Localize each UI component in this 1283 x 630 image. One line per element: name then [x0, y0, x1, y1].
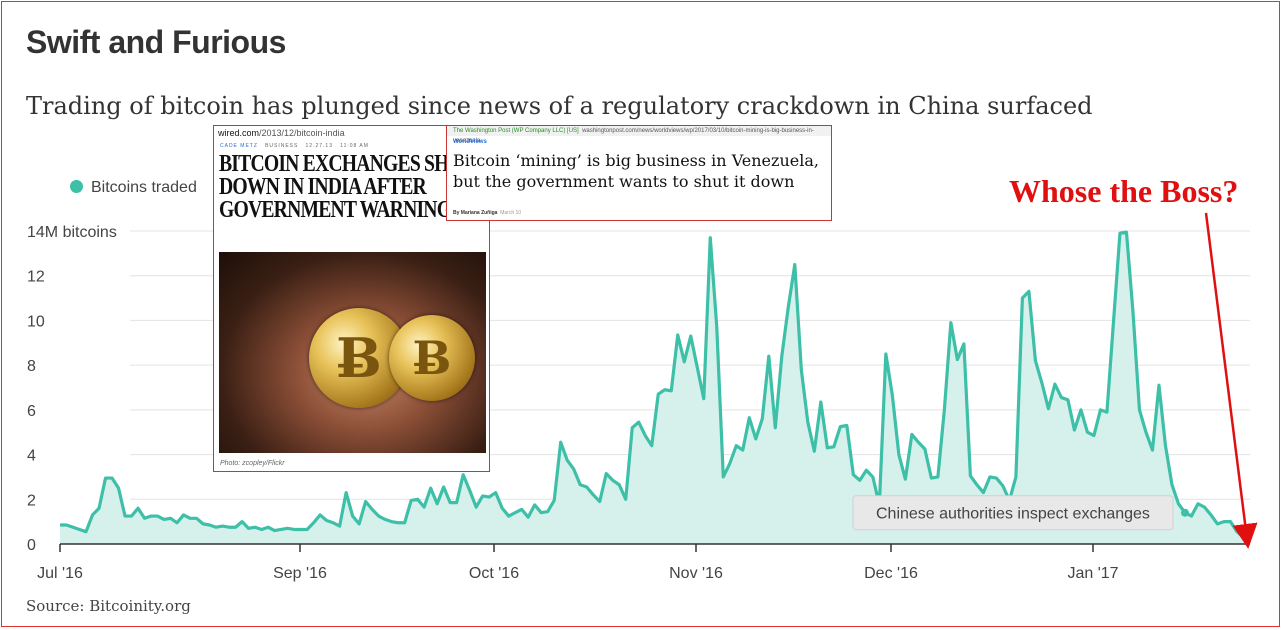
chart-title: Swift and Furious	[26, 24, 286, 60]
india-article-url: wired.com/2013/12/bitcoin-india	[218, 128, 345, 138]
india-date: 12.27.13	[305, 143, 333, 149]
legend-marker	[70, 180, 83, 193]
y-tick-label: 14M bitcoins	[27, 224, 117, 241]
y-tick-label: 12	[27, 269, 45, 286]
wapo-site: The Washington Post (WP Company LLC) [US…	[453, 128, 579, 134]
annotation-label: Chinese authorities inspect exchanges	[876, 506, 1150, 523]
x-tick-label: Jan '17	[1067, 565, 1118, 582]
x-tick-label: Dec '16	[864, 565, 918, 582]
india-url-domain: wired.com	[218, 128, 260, 138]
y-tick-label: 10	[27, 313, 45, 330]
wapo-date: March 10	[500, 210, 522, 216]
y-tick-label: 6	[27, 403, 36, 420]
x-tick-label: Sep '16	[273, 565, 327, 582]
bitcoin-coin-icon: Ƀ	[389, 315, 475, 401]
legend: Bitcoins traded	[70, 179, 197, 197]
x-tick-label: Oct '16	[469, 565, 519, 582]
india-time: 11:08 AM	[340, 143, 369, 149]
india-headline: BITCOIN EXCHANGES SHUT DOWN IN INDIA AFT…	[219, 151, 475, 223]
series-line-bitcoins-traded	[60, 230, 1251, 543]
india-section: BUSINESS	[265, 143, 299, 149]
source-note: Source: Bitcoinity.org	[26, 597, 191, 615]
venezuela-article-screenshot: The Washington Post (WP Company LLC) [US…	[446, 125, 832, 221]
wapo-author-name: By Mariana Zuñiga	[453, 210, 498, 216]
boss-annotation: Whose the Boss?	[1009, 173, 1239, 209]
india-url-path: /2013/12/bitcoin-india	[259, 128, 345, 138]
y-tick-label: 8	[27, 358, 36, 375]
x-tick-label: Jul '16	[37, 565, 83, 582]
india-photo-caption: Photo: zcopley/Flickr	[220, 460, 285, 467]
india-article-byline: CADE METZ BUSINESS 12.27.13 11:08 AM	[220, 143, 369, 149]
area-fill	[60, 232, 1250, 544]
wapo-url: washingtonpost.com/news/worldviews/wp/20…	[453, 128, 814, 144]
y-tick-label: 2	[27, 492, 36, 509]
bitcoin-coins-photo: Ƀ Ƀ	[219, 252, 486, 453]
india-author: CADE METZ	[220, 143, 258, 149]
wapo-url-bar: The Washington Post (WP Company LLC) [US…	[447, 126, 831, 144]
y-tick-label: 4	[27, 448, 36, 465]
wapo-author: By Mariana Zuñiga March 10	[453, 210, 521, 216]
y-tick-label: 0	[27, 537, 36, 554]
wapo-headline: Bitcoin ‘mining’ is big business in Vene…	[453, 151, 819, 191]
india-article-screenshot: wired.com/2013/12/bitcoin-india CADE MET…	[213, 125, 490, 472]
x-tick-label: Nov '16	[669, 565, 723, 582]
annotation-callout	[852, 495, 1174, 531]
chart-subtitle: Trading of bitcoin has plunged since new…	[26, 92, 1093, 120]
annotation-point	[1180, 508, 1189, 517]
wapo-section: WorldViews	[453, 139, 487, 145]
legend-label: Bitcoins traded	[91, 179, 197, 196]
